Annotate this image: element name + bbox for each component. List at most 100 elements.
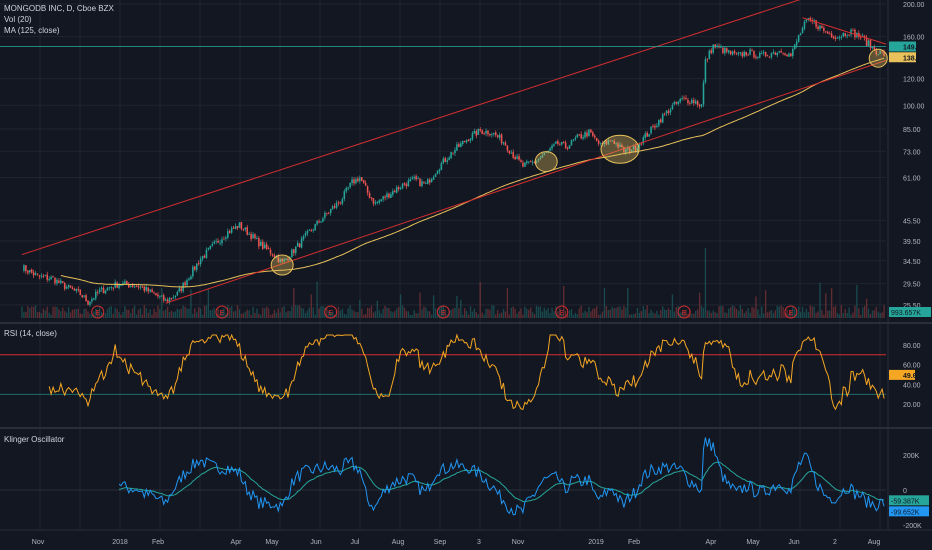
channel-upper-line xyxy=(21,0,801,256)
volume-bar xyxy=(623,305,625,318)
candle-body xyxy=(87,300,89,305)
volume-bar xyxy=(642,306,644,318)
volume-bar xyxy=(122,311,124,318)
volume-bar xyxy=(520,308,522,318)
candle-body xyxy=(617,143,619,148)
candle-body xyxy=(349,182,351,188)
volume-bar xyxy=(277,308,279,318)
volume-bar xyxy=(792,307,794,318)
candle-body xyxy=(483,133,485,135)
candle-body xyxy=(745,52,747,56)
candle-body xyxy=(549,148,551,151)
volume-bar xyxy=(541,311,544,318)
candle-body xyxy=(726,48,728,52)
candle-body xyxy=(599,142,602,144)
price-tick-label: 34.50 xyxy=(903,259,921,266)
earnings-label: E xyxy=(328,310,333,317)
volume-bar xyxy=(794,309,796,318)
candle-body xyxy=(147,287,149,292)
volume-bar xyxy=(353,310,355,318)
volume-bar xyxy=(545,309,547,318)
candle-body xyxy=(510,152,513,154)
volume-bar xyxy=(733,306,736,318)
candle-body xyxy=(42,275,45,277)
candle-body xyxy=(444,158,447,163)
volume-bar xyxy=(209,310,212,318)
volume-bar xyxy=(328,310,330,318)
candle-body xyxy=(706,58,709,60)
volume-bar xyxy=(704,248,707,318)
volume-bar xyxy=(281,307,283,318)
klinger-label: -59.387K xyxy=(891,498,920,505)
volume-bar xyxy=(685,309,687,318)
volume-bar xyxy=(83,308,85,318)
volume-bar xyxy=(858,308,860,318)
volume-bar xyxy=(382,308,384,318)
candle-body xyxy=(673,102,676,105)
volume-bar xyxy=(236,305,239,318)
candle-body xyxy=(205,249,208,258)
candle-body xyxy=(883,51,885,56)
volume-bar xyxy=(537,306,540,318)
candle-body xyxy=(834,37,837,39)
volume-bar xyxy=(438,308,441,318)
volume-bar xyxy=(559,307,561,318)
candle-body xyxy=(75,288,78,291)
candle-body xyxy=(603,140,606,145)
volume-bar xyxy=(770,309,773,318)
candle-body xyxy=(318,221,320,223)
earnings-marker xyxy=(324,305,338,319)
candle-body xyxy=(312,229,315,231)
volume-bar xyxy=(687,313,689,318)
klinger-legend: Klinger Oscillator xyxy=(4,434,64,445)
volume-bar xyxy=(427,311,429,318)
candle-body xyxy=(654,125,656,128)
volume-bar xyxy=(372,312,375,318)
volume-bar xyxy=(834,305,837,318)
candle-body xyxy=(753,50,755,58)
candle-body xyxy=(162,295,165,301)
volume-bar xyxy=(603,288,606,318)
volume-bar xyxy=(883,305,885,318)
candle-body xyxy=(780,51,782,53)
volume-bar xyxy=(875,307,877,318)
volume-bar xyxy=(188,308,190,318)
time-axis-label: May xyxy=(746,539,760,546)
volume-bar xyxy=(62,307,64,318)
volume-bar xyxy=(619,306,621,318)
volume-bar xyxy=(477,314,479,318)
candle-body xyxy=(320,221,322,223)
candle-body xyxy=(316,221,318,225)
candle-body xyxy=(844,33,847,36)
volume-bar xyxy=(137,309,140,318)
candle-body xyxy=(112,287,115,289)
volume-bar xyxy=(399,294,402,318)
volume-bar xyxy=(347,308,349,318)
volume-bar xyxy=(363,314,365,318)
price-tick-label: 120.00 xyxy=(903,77,925,84)
volume-bar xyxy=(724,312,726,318)
time-axis-label: 3 xyxy=(477,539,481,546)
volume-bar xyxy=(98,306,101,318)
candle-body xyxy=(252,234,254,239)
volume-bar xyxy=(423,306,425,318)
candle-body xyxy=(661,114,664,123)
candle-body xyxy=(60,280,62,284)
rsi-legend: RSI (14, close) xyxy=(4,328,57,339)
volume-bar xyxy=(458,308,460,318)
candle-body xyxy=(362,180,365,184)
price-label: 138.91 xyxy=(903,55,925,62)
volume-bar xyxy=(368,308,371,318)
volume-bar xyxy=(147,312,149,318)
candle-body xyxy=(401,183,404,189)
volume-bar xyxy=(79,313,81,318)
volume-bar xyxy=(357,311,359,318)
price-tick-label: 73.00 xyxy=(903,149,921,156)
candle-body xyxy=(118,284,120,289)
volume-bar xyxy=(504,311,507,318)
candle-body xyxy=(757,57,759,58)
candle-body xyxy=(487,130,489,135)
candle-body xyxy=(364,182,367,186)
volume-bar xyxy=(706,310,709,318)
